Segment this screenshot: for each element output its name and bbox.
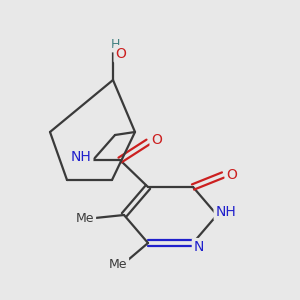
Text: NH: NH (70, 150, 92, 164)
Text: N: N (194, 240, 204, 254)
Text: O: O (152, 133, 162, 147)
Text: Me: Me (76, 212, 94, 224)
Text: Me: Me (109, 259, 127, 272)
Text: H: H (110, 38, 120, 50)
Text: O: O (116, 47, 126, 61)
Text: O: O (226, 168, 237, 182)
Text: NH: NH (216, 205, 236, 219)
